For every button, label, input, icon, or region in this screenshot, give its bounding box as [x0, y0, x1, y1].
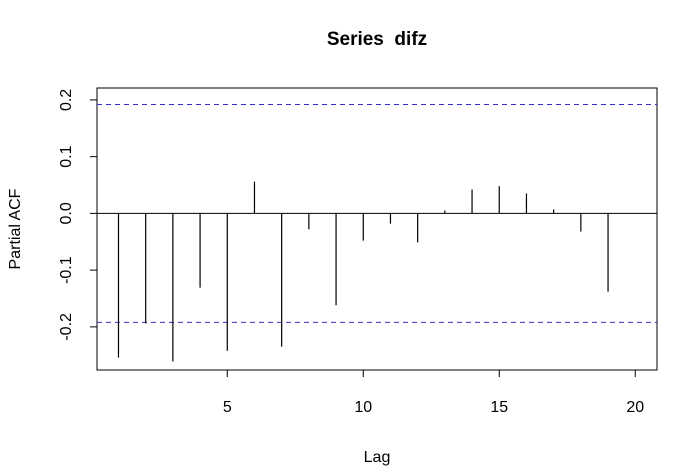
- y-tick-label: 0.2: [58, 89, 75, 111]
- plot-frame: [96, 87, 658, 371]
- x-axis-label: Lag: [364, 449, 391, 466]
- y-tick-label: 0.0: [58, 202, 75, 224]
- x-tick-label: 5: [223, 399, 232, 416]
- x-tick-label: 20: [626, 399, 644, 416]
- y-tick-label: -0.1: [58, 256, 75, 284]
- y-axis-label: Partial ACF: [7, 188, 24, 269]
- y-tick-label: -0.2: [58, 313, 75, 341]
- chart-title: Series difz: [327, 29, 427, 50]
- x-tick-label: 15: [490, 399, 508, 416]
- y-tick-label: 0.1: [58, 145, 75, 167]
- x-tick-label: 10: [354, 399, 372, 416]
